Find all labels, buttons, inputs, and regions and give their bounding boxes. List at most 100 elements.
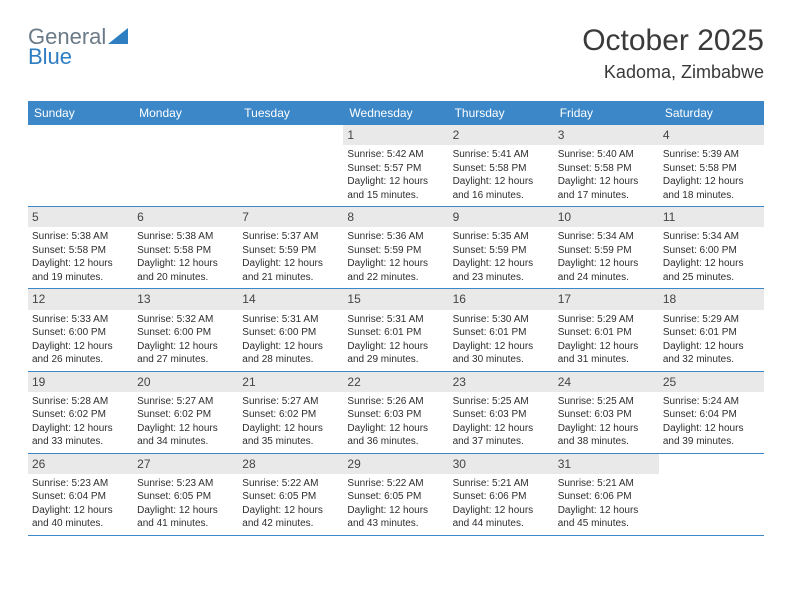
sunrise-line: Sunrise: 5:28 AM	[32, 395, 129, 409]
day-cell: 31Sunrise: 5:21 AMSunset: 6:06 PMDayligh…	[554, 454, 659, 535]
day-cell: 6Sunrise: 5:38 AMSunset: 5:58 PMDaylight…	[133, 207, 238, 288]
sunrise-line: Sunrise: 5:30 AM	[453, 313, 550, 327]
daylight-line: Daylight: 12 hours and 24 minutes.	[558, 257, 655, 284]
sunrise-line: Sunrise: 5:21 AM	[558, 477, 655, 491]
sail-icon	[108, 24, 128, 50]
sunset-line: Sunset: 6:04 PM	[663, 408, 760, 422]
daylight-line: Daylight: 12 hours and 35 minutes.	[242, 422, 339, 449]
sunset-line: Sunset: 5:58 PM	[137, 244, 234, 258]
sunrise-line: Sunrise: 5:27 AM	[242, 395, 339, 409]
weekday-header: Thursday	[449, 101, 554, 125]
sunset-line: Sunset: 5:59 PM	[347, 244, 444, 258]
day-cell: 28Sunrise: 5:22 AMSunset: 6:05 PMDayligh…	[238, 454, 343, 535]
sunset-line: Sunset: 5:58 PM	[558, 162, 655, 176]
sunset-line: Sunset: 5:57 PM	[347, 162, 444, 176]
day-number: 8	[343, 207, 448, 227]
sunrise-line: Sunrise: 5:24 AM	[663, 395, 760, 409]
sunrise-line: Sunrise: 5:35 AM	[453, 230, 550, 244]
daylight-line: Daylight: 12 hours and 28 minutes.	[242, 340, 339, 367]
sunrise-line: Sunrise: 5:41 AM	[453, 148, 550, 162]
page-title: October 2025	[582, 24, 764, 58]
sunrise-line: Sunrise: 5:40 AM	[558, 148, 655, 162]
day-number: 10	[554, 207, 659, 227]
day-cell: 21Sunrise: 5:27 AMSunset: 6:02 PMDayligh…	[238, 372, 343, 453]
sunrise-line: Sunrise: 5:34 AM	[558, 230, 655, 244]
day-cell: 11Sunrise: 5:34 AMSunset: 6:00 PMDayligh…	[659, 207, 764, 288]
sunset-line: Sunset: 5:58 PM	[453, 162, 550, 176]
daylight-line: Daylight: 12 hours and 44 minutes.	[453, 504, 550, 531]
day-number: 14	[238, 289, 343, 309]
sunset-line: Sunset: 6:02 PM	[137, 408, 234, 422]
weekday-header: Saturday	[659, 101, 764, 125]
day-cell: 13Sunrise: 5:32 AMSunset: 6:00 PMDayligh…	[133, 289, 238, 370]
day-number: 17	[554, 289, 659, 309]
sunrise-line: Sunrise: 5:42 AM	[347, 148, 444, 162]
day-number: 11	[659, 207, 764, 227]
day-number: 6	[133, 207, 238, 227]
sunrise-line: Sunrise: 5:25 AM	[558, 395, 655, 409]
daylight-line: Daylight: 12 hours and 27 minutes.	[137, 340, 234, 367]
sunset-line: Sunset: 6:00 PM	[32, 326, 129, 340]
day-cell: 22Sunrise: 5:26 AMSunset: 6:03 PMDayligh…	[343, 372, 448, 453]
sunset-line: Sunset: 6:02 PM	[242, 408, 339, 422]
sunrise-line: Sunrise: 5:31 AM	[347, 313, 444, 327]
sunset-line: Sunset: 5:59 PM	[453, 244, 550, 258]
day-number: 26	[28, 454, 133, 474]
day-cell: 9Sunrise: 5:35 AMSunset: 5:59 PMDaylight…	[449, 207, 554, 288]
sunrise-line: Sunrise: 5:21 AM	[453, 477, 550, 491]
daylight-line: Daylight: 12 hours and 33 minutes.	[32, 422, 129, 449]
daylight-line: Daylight: 12 hours and 36 minutes.	[347, 422, 444, 449]
day-cell: 20Sunrise: 5:27 AMSunset: 6:02 PMDayligh…	[133, 372, 238, 453]
title-block: October 2025 Kadoma, Zimbabwe	[582, 24, 764, 83]
day-number: 7	[238, 207, 343, 227]
day-number: 12	[28, 289, 133, 309]
daylight-line: Daylight: 12 hours and 42 minutes.	[242, 504, 339, 531]
daylight-line: Daylight: 12 hours and 32 minutes.	[663, 340, 760, 367]
day-number: 24	[554, 372, 659, 392]
sunrise-line: Sunrise: 5:38 AM	[137, 230, 234, 244]
day-number: 4	[659, 125, 764, 145]
sunset-line: Sunset: 6:02 PM	[32, 408, 129, 422]
day-cell: 10Sunrise: 5:34 AMSunset: 5:59 PMDayligh…	[554, 207, 659, 288]
sunrise-line: Sunrise: 5:23 AM	[137, 477, 234, 491]
day-number: 25	[659, 372, 764, 392]
sunset-line: Sunset: 6:05 PM	[137, 490, 234, 504]
sunset-line: Sunset: 6:05 PM	[242, 490, 339, 504]
day-number: 16	[449, 289, 554, 309]
day-number: 5	[28, 207, 133, 227]
sunset-line: Sunset: 5:58 PM	[663, 162, 760, 176]
weekday-header: Monday	[133, 101, 238, 125]
day-cell-empty	[133, 125, 238, 206]
header: General Blue October 2025 Kadoma, Zimbab…	[28, 24, 764, 83]
weekday-header: Friday	[554, 101, 659, 125]
day-cell: 14Sunrise: 5:31 AMSunset: 6:00 PMDayligh…	[238, 289, 343, 370]
day-cell-empty	[28, 125, 133, 206]
sunrise-line: Sunrise: 5:37 AM	[242, 230, 339, 244]
sunrise-line: Sunrise: 5:27 AM	[137, 395, 234, 409]
sunrise-line: Sunrise: 5:31 AM	[242, 313, 339, 327]
day-number: 15	[343, 289, 448, 309]
daylight-line: Daylight: 12 hours and 18 minutes.	[663, 175, 760, 202]
sunrise-line: Sunrise: 5:29 AM	[663, 313, 760, 327]
day-cell: 16Sunrise: 5:30 AMSunset: 6:01 PMDayligh…	[449, 289, 554, 370]
day-number: 27	[133, 454, 238, 474]
day-number: 2	[449, 125, 554, 145]
week-row: 19Sunrise: 5:28 AMSunset: 6:02 PMDayligh…	[28, 372, 764, 454]
sunrise-line: Sunrise: 5:38 AM	[32, 230, 129, 244]
sunrise-line: Sunrise: 5:26 AM	[347, 395, 444, 409]
day-cell: 18Sunrise: 5:29 AMSunset: 6:01 PMDayligh…	[659, 289, 764, 370]
day-cell: 7Sunrise: 5:37 AMSunset: 5:59 PMDaylight…	[238, 207, 343, 288]
day-cell: 24Sunrise: 5:25 AMSunset: 6:03 PMDayligh…	[554, 372, 659, 453]
sunset-line: Sunset: 6:05 PM	[347, 490, 444, 504]
sunset-line: Sunset: 6:01 PM	[347, 326, 444, 340]
day-number: 20	[133, 372, 238, 392]
daylight-line: Daylight: 12 hours and 19 minutes.	[32, 257, 129, 284]
daylight-line: Daylight: 12 hours and 22 minutes.	[347, 257, 444, 284]
day-number: 3	[554, 125, 659, 145]
daylight-line: Daylight: 12 hours and 41 minutes.	[137, 504, 234, 531]
day-number: 18	[659, 289, 764, 309]
sunrise-line: Sunrise: 5:39 AM	[663, 148, 760, 162]
daylight-line: Daylight: 12 hours and 17 minutes.	[558, 175, 655, 202]
logo: General Blue	[28, 24, 128, 70]
weekday-row: SundayMondayTuesdayWednesdayThursdayFrid…	[28, 101, 764, 125]
